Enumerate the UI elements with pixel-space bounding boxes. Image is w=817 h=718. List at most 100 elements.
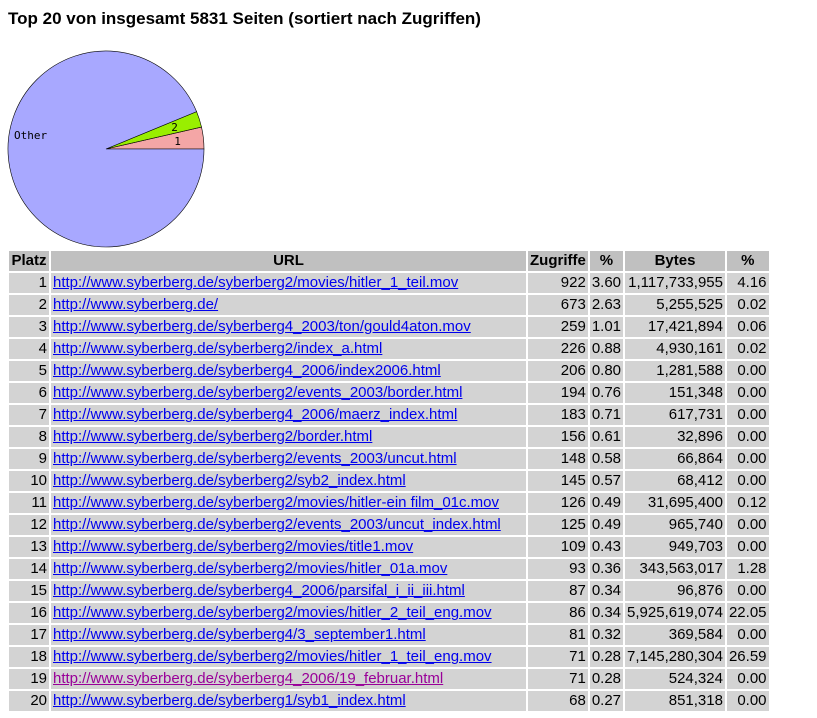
hits-percent-cell: 0.43 <box>589 537 624 557</box>
table-row: 1 http://www.syberberg.de/syberberg2/movi… <box>9 273 769 293</box>
hits-cell: 125 <box>528 515 588 535</box>
url-cell: http://www.syberberg.de/syberberg4/3_sep… <box>51 625 526 645</box>
page-url-link[interactable]: http://www.syberberg.de/syberberg1/syb1_… <box>53 692 406 709</box>
hits-cell: 109 <box>528 537 588 557</box>
hits-cell: 126 <box>528 493 588 513</box>
bytes-cell: 151,348 <box>625 383 725 403</box>
page-url-link[interactable]: http://www.syberberg.de/syberberg2/movie… <box>53 648 492 665</box>
bytes-percent-cell: 22.05 <box>726 603 769 623</box>
page-url-link[interactable]: http://www.syberberg.de/syberberg2/borde… <box>53 428 373 445</box>
rank-cell: 15 <box>9 581 49 601</box>
table-row: 8 http://www.syberberg.de/syberberg2/bord… <box>9 427 769 447</box>
bytes-percent-cell: 0.00 <box>726 691 769 711</box>
bytes-percent-cell: 0.00 <box>726 471 769 491</box>
page-url-link[interactable]: http://www.syberberg.de/syberberg4_2003/… <box>53 318 471 335</box>
url-cell: http://www.syberberg.de/syberberg4_2006/… <box>51 669 526 689</box>
bytes-cell: 66,864 <box>625 449 725 469</box>
hits-cell: 194 <box>528 383 588 403</box>
page-url-link[interactable]: http://www.syberberg.de/syberberg4/3_sep… <box>53 626 426 643</box>
bytes-percent-cell: 26.59 <box>726 647 769 667</box>
rank-cell: 5 <box>9 361 49 381</box>
bytes-cell: 1,117,733,955 <box>625 273 725 293</box>
hits-cell: 71 <box>528 647 588 667</box>
page-url-link[interactable]: http://www.syberberg.de/syberberg4_2006/… <box>53 582 465 599</box>
bytes-cell: 68,412 <box>625 471 725 491</box>
bytes-percent-cell: 0.00 <box>726 427 769 447</box>
hits-percent-cell: 0.61 <box>589 427 624 447</box>
header-url: URL <box>51 251 526 271</box>
page-url-link[interactable]: http://www.syberberg.de/syberberg2/movie… <box>53 560 448 577</box>
table-row: 10 http://www.syberberg.de/syberberg2/syb… <box>9 471 769 491</box>
url-cell: http://www.syberberg.de/syberberg2/event… <box>51 383 526 403</box>
hits-percent-cell: 0.34 <box>589 603 624 623</box>
page-url-link[interactable]: http://www.syberberg.de/syberberg2/syb2_… <box>53 472 406 489</box>
bytes-cell: 96,876 <box>625 581 725 601</box>
url-cell: http://www.syberberg.de/syberberg2/movie… <box>51 559 526 579</box>
table-row: 13 http://www.syberberg.de/syberberg2/mov… <box>9 537 769 557</box>
rank-cell: 6 <box>9 383 49 403</box>
bytes-percent-cell: 0.02 <box>726 339 769 359</box>
hits-cell: 226 <box>528 339 588 359</box>
hits-cell: 86 <box>528 603 588 623</box>
page-url-link[interactable]: http://www.syberberg.de/syberberg2/movie… <box>53 274 459 291</box>
page-url-link[interactable]: http://www.syberberg.de/syberberg4_2006/… <box>53 362 441 379</box>
rank-cell: 11 <box>9 493 49 513</box>
page-url-link[interactable]: http://www.syberberg.de/syberberg2/event… <box>53 450 457 467</box>
bytes-cell: 369,584 <box>625 625 725 645</box>
page-url-link[interactable]: http://www.syberberg.de/syberberg4_2006/… <box>53 406 458 423</box>
url-cell: http://www.syberberg.de/syberberg2/movie… <box>51 537 526 557</box>
page-url-link[interactable]: http://www.syberberg.de/syberberg2/event… <box>53 516 501 533</box>
table-row: 17 http://www.syberberg.de/syberberg4/3_s… <box>9 625 769 645</box>
hits-cell: 87 <box>528 581 588 601</box>
bytes-percent-cell: 0.00 <box>726 581 769 601</box>
rank-cell: 12 <box>9 515 49 535</box>
table-row: 15 http://www.syberberg.de/syberberg4_200… <box>9 581 769 601</box>
bytes-percent-cell: 0.00 <box>726 669 769 689</box>
table-row: 16 http://www.syberberg.de/syberberg2/mov… <box>9 603 769 623</box>
rank-cell: 7 <box>9 405 49 425</box>
table-row: 11 http://www.syberberg.de/syberberg2/mov… <box>9 493 769 513</box>
page-url-link[interactable]: http://www.syberberg.de/syberberg4_2006/… <box>53 670 444 687</box>
rank-cell: 1 <box>9 273 49 293</box>
bytes-percent-cell: 0.06 <box>726 317 769 337</box>
table-row: 18 http://www.syberberg.de/syberberg2/mov… <box>9 647 769 667</box>
page-url-link[interactable]: http://www.syberberg.de/syberberg2/event… <box>53 384 463 401</box>
bytes-cell: 7,145,280,304 <box>625 647 725 667</box>
table-row: 12 http://www.syberberg.de/syberberg2/eve… <box>9 515 769 535</box>
hits-percent-cell: 0.71 <box>589 405 624 425</box>
pie-slice-other <box>7 50 205 248</box>
hits-percent-cell: 0.34 <box>589 581 624 601</box>
pie-label-1: 1 <box>174 135 181 148</box>
bytes-cell: 949,703 <box>625 537 725 557</box>
hits-cell: 68 <box>528 691 588 711</box>
bytes-percent-cell: 0.00 <box>726 537 769 557</box>
page-url-link[interactable]: http://www.syberberg.de/syberberg2/movie… <box>53 538 414 555</box>
rank-cell: 19 <box>9 669 49 689</box>
url-cell: http://www.syberberg.de/syberberg4_2006/… <box>51 361 526 381</box>
hits-percent-cell: 0.58 <box>589 449 624 469</box>
table-row: 9 http://www.syberberg.de/syberberg2/even… <box>9 449 769 469</box>
header-hits-percent: % <box>589 251 624 271</box>
bytes-cell: 4,930,161 <box>625 339 725 359</box>
page-url-link[interactable]: http://www.syberberg.de/syberberg2/movie… <box>53 604 492 621</box>
hits-percent-cell: 0.57 <box>589 471 624 491</box>
table-row: 2 http://www.syberberg.de/673 2.63 5,255,52… <box>9 295 769 315</box>
hits-cell: 145 <box>528 471 588 491</box>
url-cell: http://www.syberberg.de/syberberg2/borde… <box>51 427 526 447</box>
hits-percent-cell: 3.60 <box>589 273 624 293</box>
url-cell: http://www.syberberg.de/syberberg2/movie… <box>51 493 526 513</box>
rank-cell: 9 <box>9 449 49 469</box>
bytes-cell: 31,695,400 <box>625 493 725 513</box>
page-url-link[interactable]: http://www.syberberg.de/ <box>53 296 219 313</box>
page-url-link[interactable]: http://www.syberberg.de/syberberg2/index… <box>53 340 383 357</box>
page-url-link[interactable]: http://www.syberberg.de/syberberg2/movie… <box>53 494 500 511</box>
bytes-cell: 5,255,525 <box>625 295 725 315</box>
bytes-percent-cell: 0.00 <box>726 449 769 469</box>
table-row: 14 http://www.syberberg.de/syberberg2/mov… <box>9 559 769 579</box>
hits-percent-cell: 0.80 <box>589 361 624 381</box>
hits-cell: 71 <box>528 669 588 689</box>
pie-label-2: 2 <box>171 121 178 134</box>
hits-percent-cell: 0.49 <box>589 515 624 535</box>
hits-cell: 148 <box>528 449 588 469</box>
bytes-percent-cell: 0.00 <box>726 625 769 645</box>
